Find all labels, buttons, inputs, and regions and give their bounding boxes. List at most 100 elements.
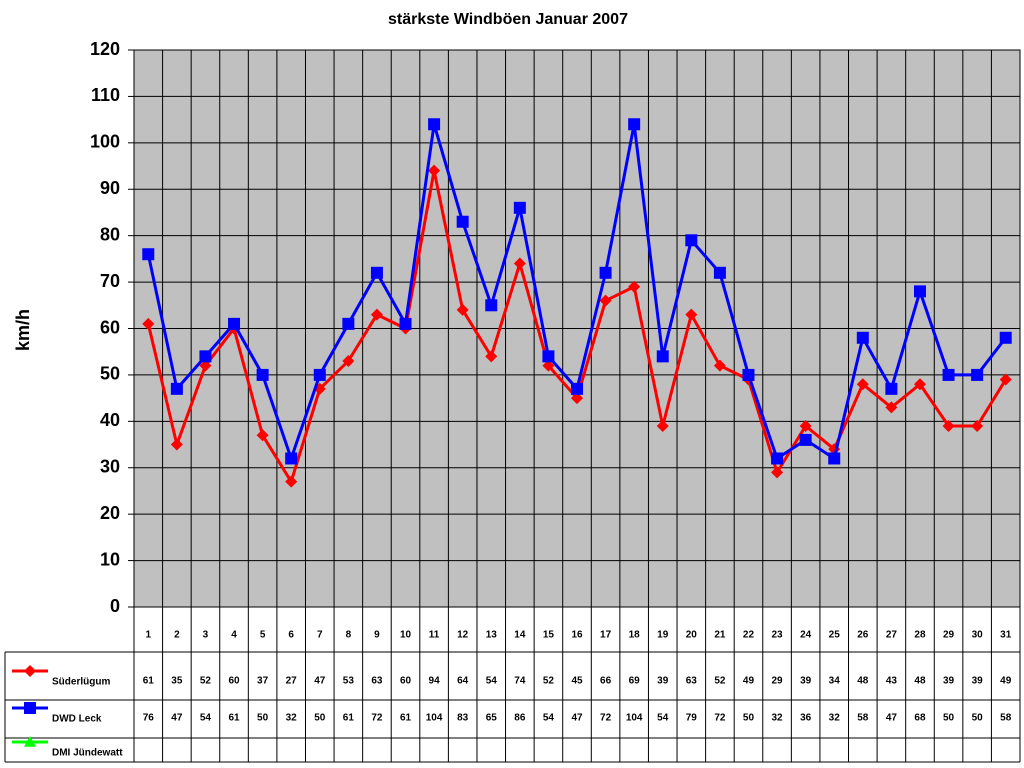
marker <box>742 368 755 381</box>
y-tick-label: 80 <box>100 224 120 244</box>
table-value: 68 <box>914 713 926 724</box>
y-tick-label: 50 <box>100 364 120 384</box>
x-tick-label: 5 <box>260 630 266 641</box>
x-tick-label: 4 <box>231 630 237 641</box>
table-value: 61 <box>343 713 355 724</box>
y-tick-label: 120 <box>90 39 120 59</box>
marker <box>799 433 812 446</box>
marker <box>228 317 241 330</box>
table-value: 34 <box>829 676 841 687</box>
x-tick-label: 25 <box>829 630 841 641</box>
marker <box>342 317 355 330</box>
marker <box>799 419 812 432</box>
x-tick-label: 16 <box>571 630 583 641</box>
table-value: 45 <box>571 676 583 687</box>
marker <box>628 280 641 293</box>
table-value: 47 <box>171 713 183 724</box>
marker <box>685 308 698 321</box>
table-value: 27 <box>286 676 298 687</box>
x-tick-label: 9 <box>374 630 380 641</box>
marker <box>942 368 955 381</box>
marker <box>856 378 869 391</box>
table-value: 49 <box>1000 676 1012 687</box>
table-value: 76 <box>143 713 155 724</box>
marker <box>428 164 441 177</box>
table-value: 54 <box>200 713 212 724</box>
y-tick-label: 60 <box>100 317 120 337</box>
marker <box>428 118 441 131</box>
table-value: 37 <box>257 676 269 687</box>
table-value: 79 <box>686 713 698 724</box>
table-value: 52 <box>714 676 726 687</box>
x-tick-label: 21 <box>714 630 726 641</box>
marker <box>599 266 612 279</box>
marker <box>571 392 583 405</box>
table-value: 52 <box>200 676 212 687</box>
table-value: 54 <box>657 713 669 724</box>
table-value: 52 <box>543 676 555 687</box>
marker <box>370 308 383 321</box>
legend-label: DMI Jündewatt <box>52 748 123 759</box>
marker <box>142 317 155 330</box>
table-value: 74 <box>514 676 526 687</box>
x-tick-label: 15 <box>543 630 555 641</box>
y-tick-label: 0 <box>110 596 120 616</box>
table-value: 32 <box>772 713 784 724</box>
table-value: 36 <box>800 713 812 724</box>
x-tick-label: 27 <box>886 630 898 641</box>
marker <box>713 266 726 279</box>
marker <box>999 331 1012 344</box>
marker <box>485 299 498 312</box>
table-value: 39 <box>972 676 984 687</box>
marker <box>542 359 555 372</box>
y-tick-label: 100 <box>90 132 120 152</box>
x-tick-label: 13 <box>486 630 498 641</box>
table-value: 65 <box>486 713 498 724</box>
x-tick-label: 20 <box>686 630 698 641</box>
y-axis-label: km/h <box>13 309 33 351</box>
x-tick-label: 2 <box>174 630 180 641</box>
marker <box>256 429 269 442</box>
table-value: 72 <box>714 713 726 724</box>
table-value: 54 <box>486 676 498 687</box>
table-value: 66 <box>600 676 612 687</box>
table-value: 43 <box>886 676 898 687</box>
legend-marker <box>24 736 36 747</box>
table-value: 104 <box>626 713 643 724</box>
table-value: 53 <box>343 676 355 687</box>
table-value: 63 <box>371 676 383 687</box>
marker <box>771 452 784 465</box>
table-value: 47 <box>886 713 898 724</box>
table-value: 32 <box>286 713 298 724</box>
marker <box>713 359 726 372</box>
marker <box>771 466 784 479</box>
y-tick-label: 70 <box>100 271 120 291</box>
x-tick-label: 28 <box>914 630 926 641</box>
y-tick-label: 90 <box>100 178 120 198</box>
marker <box>313 368 326 381</box>
table-value: 58 <box>1000 713 1012 724</box>
x-tick-label: 6 <box>288 630 294 641</box>
x-tick-label: 23 <box>772 630 784 641</box>
marker <box>656 350 669 363</box>
table-value: 29 <box>772 676 784 687</box>
legend-marker <box>24 702 36 714</box>
table-value: 50 <box>972 713 984 724</box>
table-value: 60 <box>400 676 412 687</box>
x-tick-label: 22 <box>743 630 755 641</box>
marker <box>170 438 183 451</box>
marker <box>456 215 469 228</box>
x-tick-label: 19 <box>657 630 669 641</box>
marker <box>370 266 383 279</box>
table-value: 35 <box>171 676 183 687</box>
table-value: 83 <box>457 713 469 724</box>
x-tick-label: 7 <box>317 630 323 641</box>
marker <box>571 382 583 395</box>
marker <box>513 201 526 214</box>
table-value: 104 <box>426 713 443 724</box>
table-value: 50 <box>943 713 955 724</box>
table-value: 48 <box>857 676 869 687</box>
table-value: 63 <box>686 676 698 687</box>
table-value: 54 <box>543 713 555 724</box>
marker <box>199 350 212 363</box>
